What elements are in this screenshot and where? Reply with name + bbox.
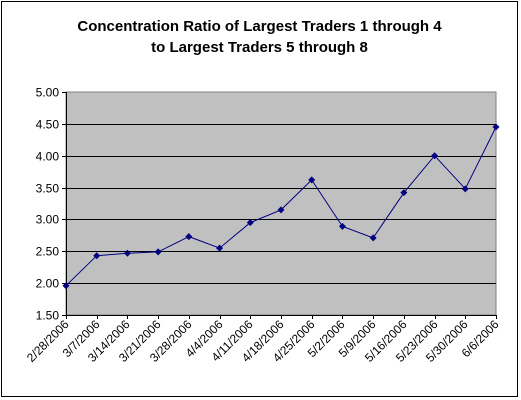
data-point <box>185 233 193 241</box>
data-point <box>246 219 254 227</box>
y-tick-label: 2.50 <box>36 245 60 259</box>
data-point <box>338 222 346 230</box>
x-tick-label: 2/28/2006 <box>24 317 72 365</box>
data-point <box>461 185 469 193</box>
data-point <box>277 206 285 214</box>
data-point <box>93 252 101 260</box>
data-point <box>154 248 162 256</box>
chart-title-line-2: to Largest Traders 5 through 8 <box>151 39 368 56</box>
y-tick-label: 4.50 <box>36 118 60 132</box>
data-point <box>369 234 377 242</box>
data-point <box>492 123 500 131</box>
y-tick-label: 2.00 <box>36 277 60 291</box>
y-tick-label: 4.00 <box>36 150 60 164</box>
data-point <box>308 176 316 184</box>
y-tick-label: 3.50 <box>36 182 60 196</box>
data-point <box>400 189 408 197</box>
y-tick-label: 3.00 <box>36 213 60 227</box>
data-point <box>123 249 131 257</box>
data-point <box>431 152 439 160</box>
y-tick-label: 1.50 <box>36 309 60 323</box>
chart-title-line-1: Concentration Ratio of Largest Traders 1… <box>77 18 442 35</box>
data-point <box>62 282 70 290</box>
chart-title: Concentration Ratio of Largest Traders 1… <box>0 16 519 58</box>
data-point <box>216 244 224 252</box>
plot-area <box>65 91 497 316</box>
y-tick-label: 5.00 <box>36 86 60 100</box>
